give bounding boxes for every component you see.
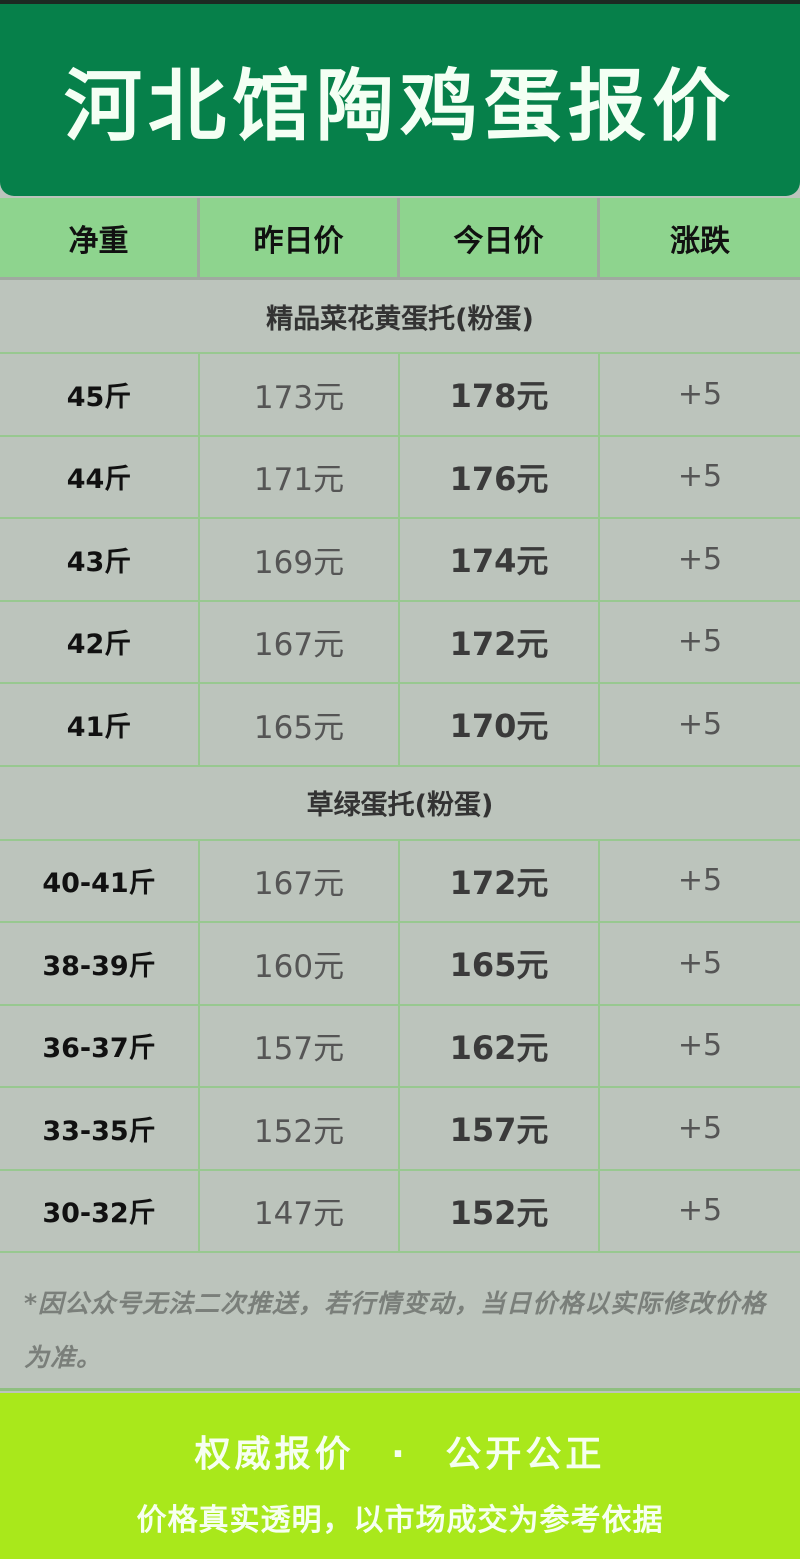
cell-change: +5 [677,541,723,577]
disclaimer-note: *因公众号无法二次推送，若行情变动，当日价格以实际修改价格为准。 [0,1257,800,1391]
table-row: 36-37斤 157元 162元 +5 [0,1005,800,1088]
cell-today: 176元 [400,436,600,517]
table-row: 30-32斤 147元 152元 +5 [0,1170,800,1253]
cell-weight: 44斤 [0,436,200,517]
table-row: 44斤 171元 176元 +5 [0,436,800,519]
price-table: 净重 昨日价 今日价 涨跌 精品菜花黄蛋托(粉蛋) 45斤 173元 178元 +5 44… [0,198,800,1253]
cell-weight: 36-37斤 [0,1005,200,1086]
cell-today: 172元 [400,840,600,921]
cell-today: 152元 [400,1170,600,1251]
column-header-today: 今日价 [400,198,600,277]
cell-weight: 40-41斤 [0,840,200,921]
table-row: 42斤 167元 172元 +5 [0,601,800,684]
cell-yesterday: 152元 [200,1088,400,1169]
cell-yesterday: 147元 [200,1170,400,1251]
table-row: 33-35斤 152元 157元 +5 [0,1088,800,1171]
table-row: 40-41斤 167元 172元 +5 [0,840,800,923]
column-header-weight: 净重 [0,198,200,277]
table-row: 41斤 165元 170元 +5 [0,684,800,767]
cell-today: 157元 [400,1088,600,1169]
cell-change: +5 [677,863,723,899]
cell-yesterday: 173元 [200,354,400,435]
cell-change: +5 [677,459,723,495]
table-row: 38-39斤 160元 165元 +5 [0,923,800,1006]
cell-change: +5 [677,706,723,742]
cell-weight: 42斤 [0,601,200,682]
cell-change: +5 [677,376,723,412]
cell-today: 174元 [400,519,600,600]
cell-yesterday: 165元 [200,684,400,765]
cell-today: 170元 [400,684,600,765]
cell-yesterday: 157元 [200,1005,400,1086]
cell-weight: 41斤 [0,684,200,765]
cell-today: 178元 [400,354,600,435]
cell-yesterday: 169元 [200,519,400,600]
table-row: 43斤 169元 174元 +5 [0,519,800,602]
cell-change: +5 [677,1028,723,1064]
cell-weight: 43斤 [0,519,200,600]
cell-weight: 30-32斤 [0,1170,200,1251]
page-title: 河北馆陶鸡蛋报价 [0,4,800,196]
cell-yesterday: 160元 [200,923,400,1004]
cell-change: +5 [677,945,723,981]
table-row: 45斤 173元 178元 +5 [0,354,800,437]
footer-slogan: 权威报价 · 公开公正 [194,1434,606,1475]
footer-banner: 权威报价 · 公开公正 价格真实透明，以市场成交为参考依据 [0,1393,800,1559]
column-header-change: 涨跌 [600,198,800,277]
section-title: 草绿蛋托(粉蛋) [0,767,800,841]
cell-today: 172元 [400,601,600,682]
section-title: 精品菜花黄蛋托(粉蛋) [0,280,800,354]
column-header-yesterday: 昨日价 [200,198,400,277]
cell-today: 165元 [400,923,600,1004]
cell-change: +5 [677,624,723,660]
cell-yesterday: 167元 [200,601,400,682]
cell-weight: 33-35斤 [0,1088,200,1169]
footer-subtitle: 价格真实透明，以市场成交为参考依据 [136,1503,664,1538]
cell-yesterday: 171元 [200,436,400,517]
table-header: 净重 昨日价 今日价 涨跌 [0,198,800,280]
cell-change: +5 [677,1193,723,1229]
cell-today: 162元 [400,1005,600,1086]
cell-change: +5 [677,1110,723,1146]
cell-yesterday: 167元 [200,840,400,921]
cell-weight: 45斤 [0,354,200,435]
cell-weight: 38-39斤 [0,923,200,1004]
